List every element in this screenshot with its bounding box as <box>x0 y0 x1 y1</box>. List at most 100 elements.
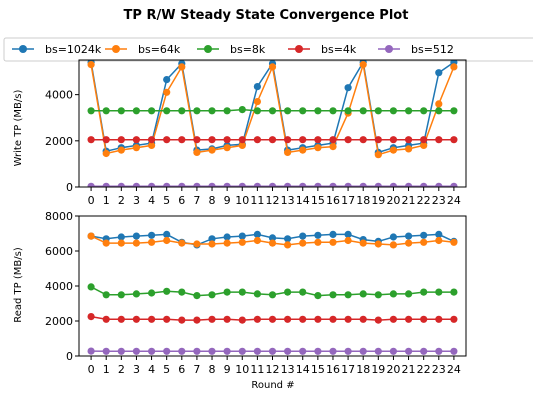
data-point <box>253 236 261 245</box>
x-tick-label: 22 <box>417 194 431 207</box>
data-point <box>117 315 125 323</box>
x-tick-label: 21 <box>402 194 416 207</box>
data-point <box>435 236 443 245</box>
x-tick-label: 4 <box>148 363 155 376</box>
data-point <box>132 144 140 152</box>
data-point <box>435 315 443 323</box>
data-point <box>284 315 292 323</box>
data-point <box>208 291 216 299</box>
x-tick-label: 23 <box>432 363 446 376</box>
data-point <box>329 182 337 187</box>
data-point <box>148 289 156 297</box>
data-point <box>253 107 261 115</box>
data-point <box>132 315 140 323</box>
data-point <box>163 236 171 245</box>
data-point <box>359 107 367 115</box>
data-point <box>238 182 246 187</box>
data-point <box>253 83 261 91</box>
axes-frame <box>78 59 467 188</box>
data-point <box>148 238 156 246</box>
data-point <box>163 287 171 295</box>
data-point <box>87 232 95 240</box>
data-point <box>405 136 413 144</box>
data-point <box>299 136 307 144</box>
data-point <box>299 315 307 323</box>
data-point <box>314 315 322 323</box>
data-point <box>87 313 95 321</box>
data-point <box>193 240 201 248</box>
data-point <box>359 61 367 69</box>
data-point <box>359 347 367 355</box>
data-point <box>450 238 458 246</box>
x-tick-label: 14 <box>296 194 310 207</box>
data-point <box>359 239 367 247</box>
y-tick-label: 2000 <box>45 315 73 328</box>
data-point <box>178 107 186 115</box>
data-point <box>435 136 443 144</box>
data-point <box>314 238 322 246</box>
data-point <box>314 292 322 300</box>
data-point <box>420 288 428 296</box>
data-point <box>420 136 428 144</box>
x-tick-label: 4 <box>148 194 155 207</box>
data-point <box>238 316 246 324</box>
data-point <box>374 316 382 324</box>
data-point <box>450 136 458 144</box>
y-tick-label: 0 <box>66 350 73 363</box>
data-point <box>208 347 216 355</box>
data-point <box>344 136 352 144</box>
data-point <box>238 288 246 296</box>
data-point <box>329 315 337 323</box>
data-point <box>389 182 397 187</box>
x-axis-label: Round # <box>251 380 294 391</box>
x-tick-label: 5 <box>163 363 170 376</box>
data-point <box>132 107 140 115</box>
data-point <box>344 291 352 299</box>
data-point <box>253 290 261 298</box>
x-tick-label: 17 <box>341 194 355 207</box>
data-point <box>405 239 413 247</box>
x-tick-label: 14 <box>296 363 310 376</box>
data-point <box>374 291 382 299</box>
data-point <box>359 182 367 187</box>
data-point <box>389 233 397 241</box>
data-point <box>284 235 292 243</box>
data-point <box>314 347 322 355</box>
data-point <box>329 347 337 355</box>
data-point <box>268 136 277 144</box>
data-point <box>359 136 367 144</box>
data-point <box>132 182 140 187</box>
y-tick-label: 6000 <box>45 245 73 258</box>
data-point <box>208 235 216 243</box>
data-point <box>208 182 216 187</box>
data-point <box>163 347 171 355</box>
data-point <box>102 149 110 158</box>
data-point <box>435 182 443 187</box>
x-tick-label: 9 <box>224 194 231 207</box>
data-point <box>208 136 216 144</box>
data-point <box>420 231 428 239</box>
data-point <box>102 347 110 355</box>
data-point <box>420 182 428 187</box>
x-tick-label: 7 <box>193 194 200 207</box>
data-point <box>102 136 110 144</box>
data-point <box>329 107 337 115</box>
data-point <box>389 146 397 154</box>
data-point <box>238 238 246 246</box>
legend-marker <box>295 45 303 53</box>
y-tick-label: 2000 <box>45 135 73 148</box>
data-point <box>117 233 125 241</box>
x-tick-label: 2 <box>118 194 125 207</box>
data-point <box>299 107 307 115</box>
data-point <box>178 288 186 296</box>
data-point <box>374 151 382 159</box>
axes-frame <box>78 215 467 357</box>
data-point <box>299 232 307 240</box>
data-point <box>344 84 352 92</box>
data-point <box>148 182 156 187</box>
legend-label: bs=512 <box>411 43 454 56</box>
data-point <box>148 315 156 323</box>
data-point <box>284 288 292 296</box>
data-point <box>435 107 443 115</box>
data-point <box>284 182 292 187</box>
